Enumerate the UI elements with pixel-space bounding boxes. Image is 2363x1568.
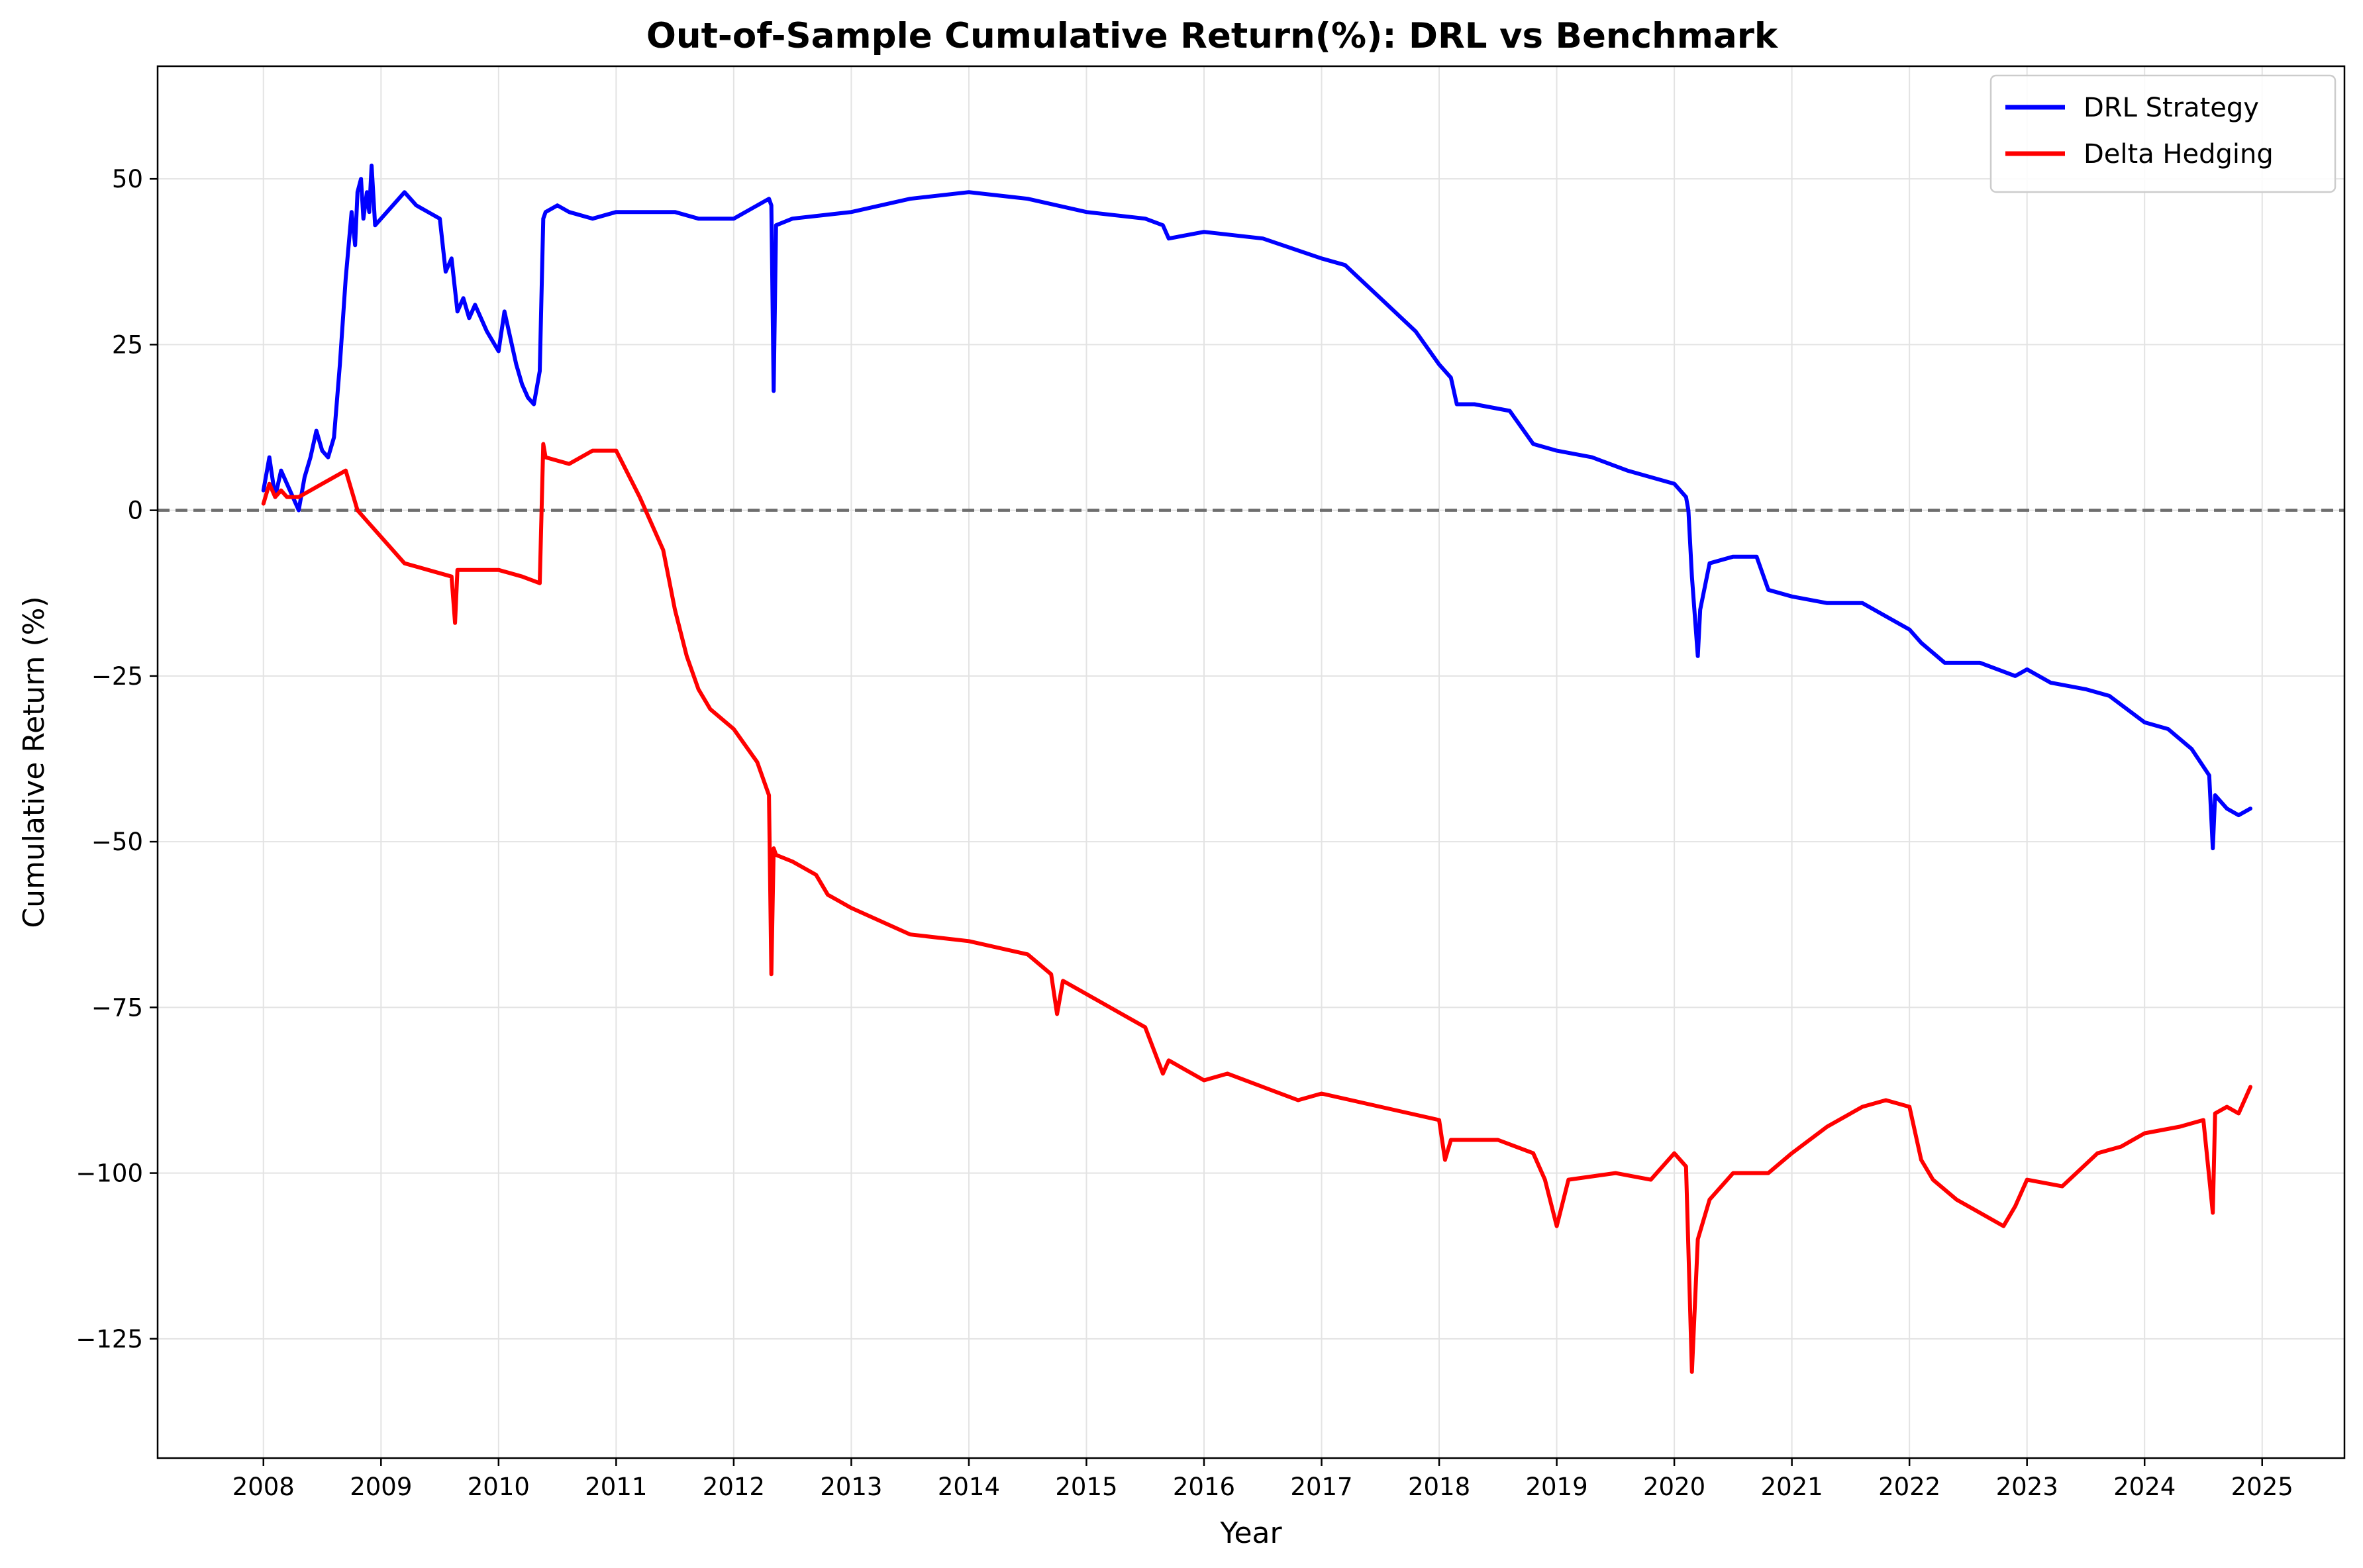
y-tick-label: −25 [91,662,143,691]
legend-label: Delta Hedging [2084,139,2274,170]
y-tick-label: −50 [91,828,143,856]
x-axis-label: Year [1219,1516,1282,1550]
x-tick-label: 2016 [1173,1473,1235,1501]
legend: DRL Strategy Delta Hedging [1989,74,2337,193]
chart-title: Out-of-Sample Cumulative Return(%): DRL … [646,16,1779,56]
x-tick-label: 2010 [468,1473,530,1501]
x-tick-label: 2022 [1878,1473,1940,1501]
series-group [261,164,2252,1374]
x-tick-label: 2017 [1290,1473,1352,1501]
x-tick-label: 2023 [1996,1473,2058,1501]
y-tick-label: −75 [91,993,143,1022]
x-tick-label: 2024 [2113,1473,2176,1501]
y-tick-label: 25 [112,330,143,359]
legend-label: DRL Strategy [2084,93,2259,123]
x-tick-label: 2012 [703,1473,765,1501]
x-tick-label: 2019 [1525,1473,1587,1501]
x-tick-label: 2008 [232,1473,295,1501]
x-axis: 2008 2009 2010 2011 2012 2013 2014 2015 2016 2017… [232,1458,2293,1501]
grid [158,66,2344,1458]
x-tick-label: 2018 [1408,1473,1470,1501]
y-tick-label: −100 [75,1159,143,1188]
x-tick-label: 2014 [938,1473,1000,1501]
x-tick-label: 2025 [2231,1473,2293,1501]
y-tick-label: −125 [75,1325,143,1353]
y-axis: 50 25 0 −25 −50 −75 −100 −125 [75,165,158,1353]
y-tick-label: 50 [112,165,143,193]
x-tick-label: 2020 [1643,1473,1705,1501]
series-line-delta-hedging [261,442,2252,1374]
x-tick-label: 2009 [350,1473,412,1501]
y-axis-label: Cumulative Return (%) [17,596,51,928]
plot-frame [156,65,2346,1459]
y-tick-label: 0 [127,497,143,525]
legend-box [1989,74,2337,193]
x-tick-label: 2013 [820,1473,882,1501]
x-tick-label: 2021 [1761,1473,1823,1501]
x-tick-label: 2011 [585,1473,647,1501]
series-line-drl-strategy [261,164,2252,851]
x-tick-label: 2015 [1055,1473,1117,1501]
